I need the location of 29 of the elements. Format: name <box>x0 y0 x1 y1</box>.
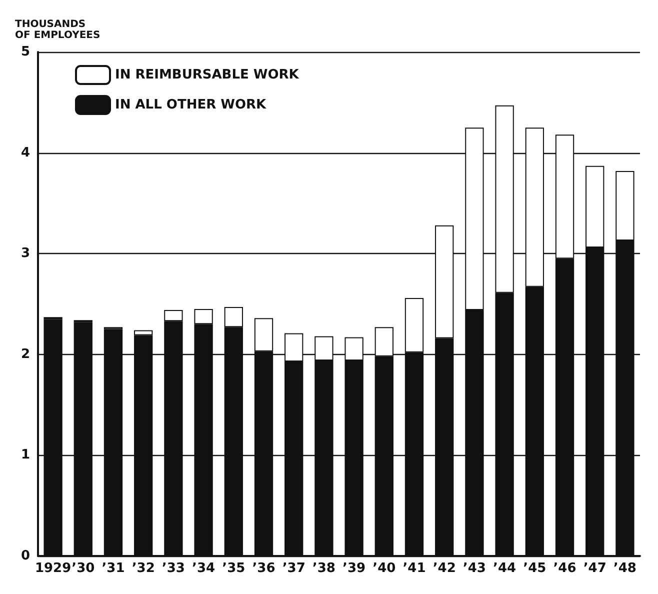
x-tick-label: ’36 <box>252 561 276 576</box>
x-tick-label: ’39 <box>342 561 366 576</box>
x-tick-label: ’32 <box>132 561 155 576</box>
x-tick-label: 1929 <box>34 561 72 576</box>
y-tick-label: 2 <box>20 346 30 362</box>
y-tick-label: 1 <box>20 448 30 463</box>
x-tick-label: ’33 <box>162 561 185 576</box>
y-tick-label: 4 <box>20 145 30 160</box>
legend-label: IN REIMBURSABLE WORK <box>115 68 300 82</box>
x-tick-label: ’34 <box>192 561 216 576</box>
x-tick-label: ’35 <box>222 561 246 576</box>
y-tick-label: 5 <box>20 44 30 60</box>
x-tick-label: ’41 <box>402 561 426 576</box>
x-tick-label: ’47 <box>583 561 606 576</box>
y-tick-label: 0 <box>20 548 30 564</box>
x-tick-label: ’44 <box>493 561 516 576</box>
y-axis-title: THOUSANDS OF EMPLOYEES <box>15 19 100 41</box>
x-tick-label: ’46 <box>553 561 576 576</box>
x-tick-label: ’40 <box>372 561 396 576</box>
x-tick-label: ’38 <box>312 561 336 576</box>
x-tick-label: ’37 <box>282 561 306 576</box>
y-tick-label: 3 <box>20 246 30 262</box>
x-tick-label: ’45 <box>523 561 546 576</box>
x-tick-label: ’43 <box>462 561 486 576</box>
x-tick-label: ’30 <box>72 561 95 576</box>
x-tick-label: ’42 <box>432 561 456 576</box>
x-tick-label: ’48 <box>613 561 636 576</box>
x-tick-label: ’31 <box>102 561 125 576</box>
legend-label: IN ALL OTHER WORK <box>115 98 268 112</box>
